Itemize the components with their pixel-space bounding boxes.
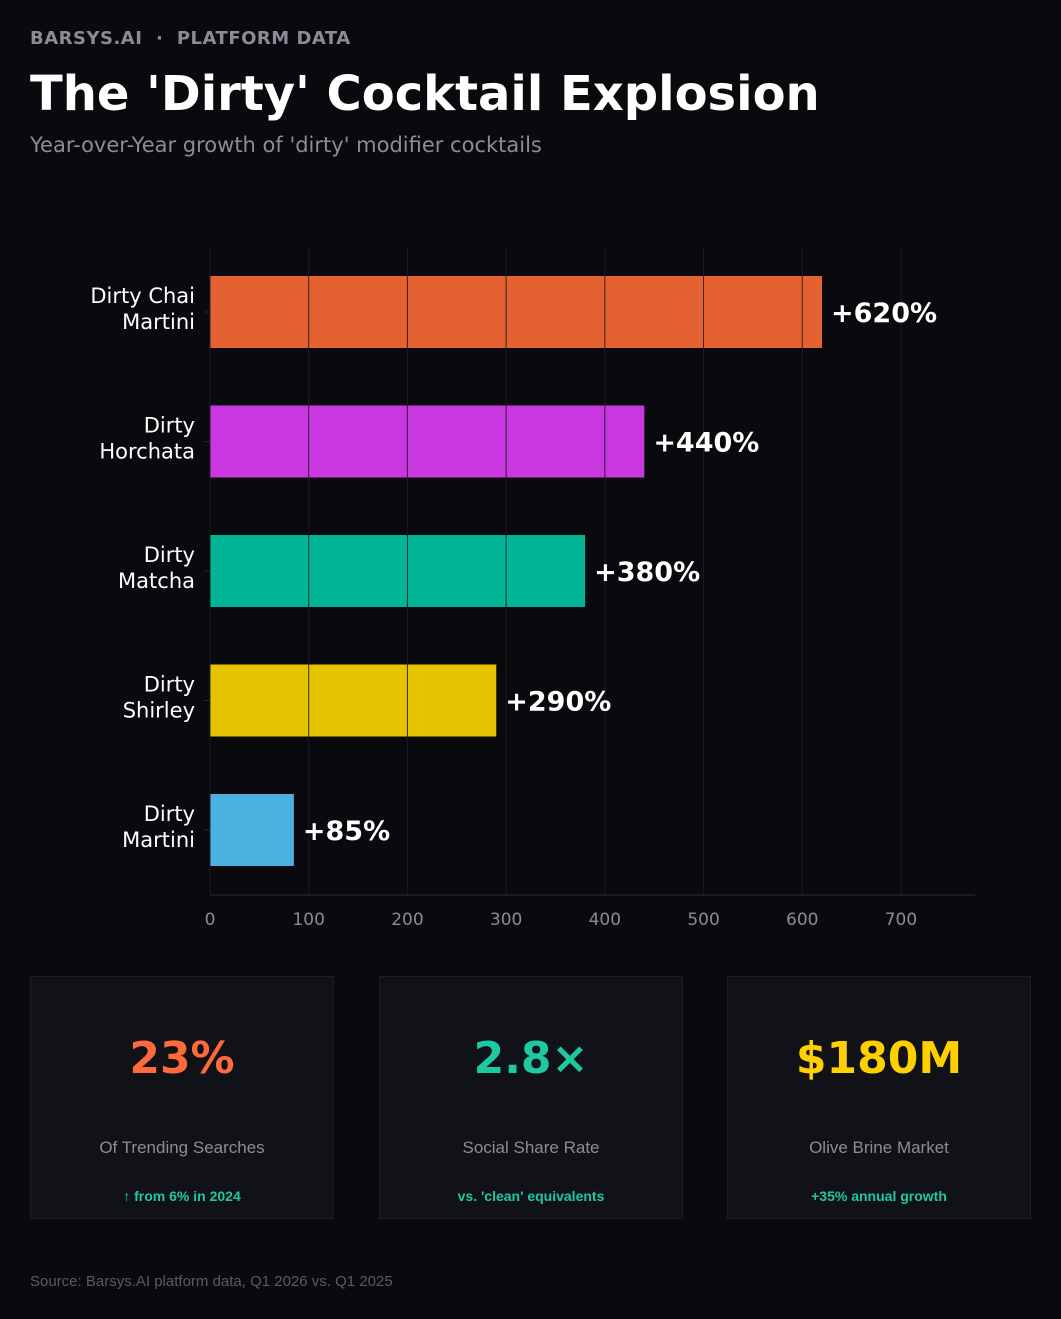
category-label: Dirty bbox=[144, 802, 195, 826]
stat-card-social: 2.8× Social Share Rate vs. 'clean' equiv… bbox=[379, 976, 683, 1219]
page-title: The 'Dirty' Cocktail Explosion bbox=[30, 66, 820, 122]
value-label: +620% bbox=[831, 298, 937, 329]
stat-note: ↑ from 6% in 2024 bbox=[123, 1188, 241, 1204]
chart-bar bbox=[210, 535, 586, 607]
value-label: +440% bbox=[653, 428, 759, 459]
category-label: Dirty bbox=[144, 543, 195, 567]
value-label: +290% bbox=[505, 687, 611, 718]
chart-bar bbox=[210, 276, 822, 348]
chart-bar bbox=[210, 794, 294, 866]
stat-card-market: $180M Olive Brine Market +35% annual gro… bbox=[727, 976, 1031, 1219]
x-tick-label: 400 bbox=[589, 910, 621, 930]
stat-value: $180M bbox=[795, 1033, 963, 1084]
category-label: Dirty bbox=[144, 673, 195, 697]
stat-value: 23% bbox=[129, 1033, 235, 1084]
stat-value: 2.8× bbox=[473, 1033, 589, 1084]
category-label: Martini bbox=[122, 828, 195, 852]
category-label: Dirty Chai bbox=[90, 284, 195, 308]
x-tick-label: 200 bbox=[391, 910, 423, 930]
x-tick-label: 700 bbox=[885, 910, 917, 930]
value-label: +85% bbox=[303, 816, 390, 847]
stat-note: vs. 'clean' equivalents bbox=[457, 1188, 605, 1204]
stat-label: Of Trending Searches bbox=[99, 1138, 265, 1157]
category-label: Dirty bbox=[144, 414, 195, 438]
value-label: +380% bbox=[594, 557, 700, 588]
chart-bar bbox=[210, 664, 497, 737]
stat-label: Social Share Rate bbox=[462, 1138, 600, 1157]
category-label: Matcha bbox=[118, 569, 195, 593]
x-tick-label: 0 bbox=[205, 910, 216, 930]
page-subtitle: Year-over-Year growth of 'dirty' modifie… bbox=[30, 133, 542, 157]
category-label: Horchata bbox=[99, 440, 195, 464]
x-tick-label: 100 bbox=[292, 910, 324, 930]
stat-card-searches: 23% Of Trending Searches ↑ from 6% in 20… bbox=[30, 976, 334, 1219]
chart-bar bbox=[210, 405, 645, 478]
category-label: Martini bbox=[122, 310, 195, 334]
eyebrow-label: BARSYS.AI · PLATFORM DATA bbox=[30, 28, 351, 49]
stat-label: Olive Brine Market bbox=[809, 1138, 949, 1157]
category-label: Shirley bbox=[123, 699, 195, 723]
x-tick-label: 300 bbox=[490, 910, 522, 930]
x-tick-label: 500 bbox=[687, 910, 719, 930]
stat-note: +35% annual growth bbox=[811, 1188, 947, 1204]
source-footnote: Source: Barsys.AI platform data, Q1 2026… bbox=[30, 1273, 393, 1290]
x-tick-label: 600 bbox=[786, 910, 818, 930]
